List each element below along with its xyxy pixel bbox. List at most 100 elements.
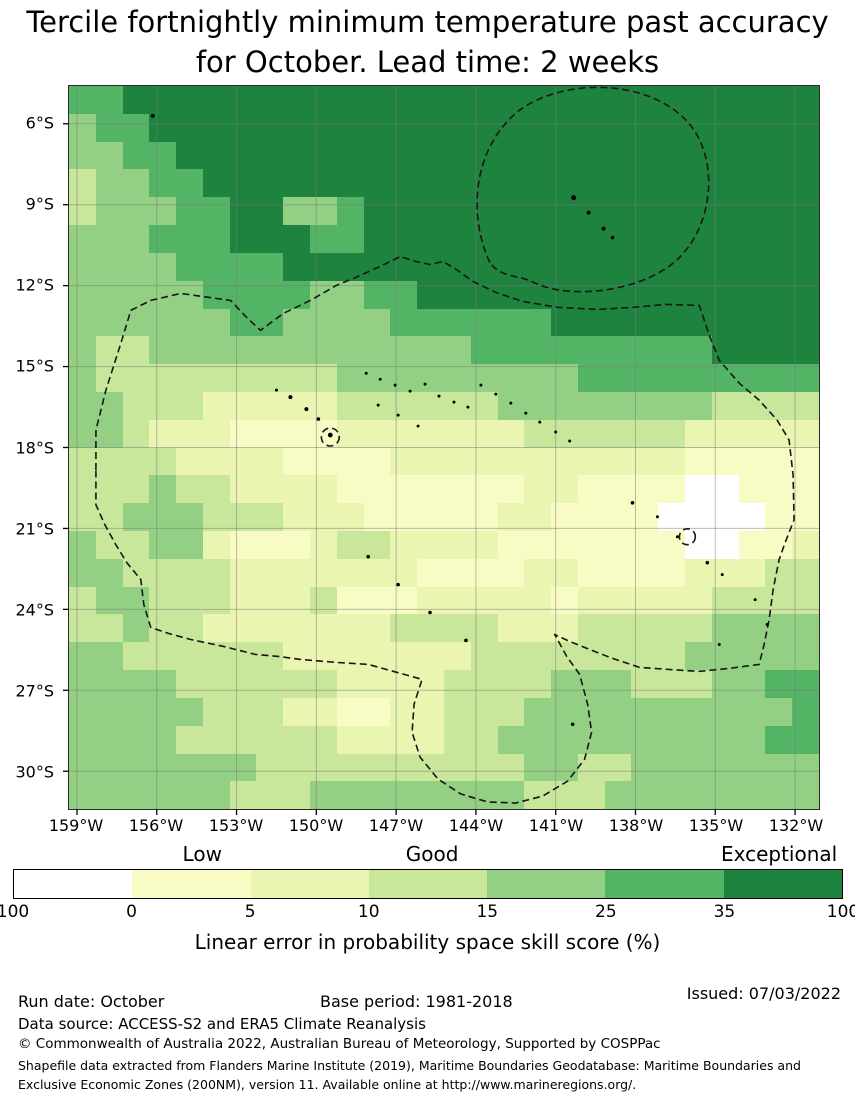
heatmap-cell	[176, 419, 203, 448]
heatmap-cell	[176, 614, 203, 643]
heatmap-cell	[792, 169, 819, 198]
heatmap-cell	[684, 697, 712, 726]
heatmap-cell	[470, 391, 498, 420]
heatmap-row	[69, 781, 819, 810]
heatmap-row	[69, 113, 819, 142]
heatmap-cell	[443, 558, 471, 587]
heatmap-cell	[524, 391, 552, 420]
heatmap-cell	[497, 197, 525, 226]
heatmap-cell	[202, 252, 230, 281]
heatmap-cell	[122, 670, 150, 698]
heatmap-cell	[470, 113, 498, 142]
heatmap-cell	[711, 391, 739, 420]
heatmap-cell	[711, 558, 739, 587]
heatmap-cell	[738, 197, 766, 226]
heatmap-cell	[658, 391, 685, 420]
heatmap-cell	[765, 308, 793, 337]
heatmap-cell	[122, 364, 150, 392]
heatmap-cell	[336, 558, 364, 587]
heatmap-cell	[229, 197, 257, 226]
heatmap-cell	[256, 336, 284, 365]
heatmap-cell	[363, 197, 391, 226]
heatmap-cell	[256, 113, 284, 142]
heatmap-cell	[363, 753, 391, 782]
heatmap-cell	[390, 197, 418, 226]
heatmap-cell	[69, 614, 96, 643]
heatmap-cell	[229, 364, 257, 392]
heatmap-cell	[792, 614, 819, 643]
heatmap-cell	[738, 670, 766, 698]
heatmap-cell	[176, 781, 203, 810]
heatmap-cell	[792, 475, 819, 504]
heatmap-cell	[604, 670, 632, 698]
heatmap-cell	[577, 419, 605, 448]
quality-label: Low	[182, 842, 222, 866]
heatmap-cell	[792, 447, 819, 476]
heatmap-cell	[363, 531, 391, 559]
heatmap-cell	[738, 503, 766, 531]
y-axis-labels: 6°S 9°S 12°S 15°S 18°S 21°S 24°S 27°S 30°S	[0, 85, 60, 810]
heatmap-cell	[95, 252, 123, 281]
heatmap-cell	[738, 447, 766, 476]
heatmap-cell	[390, 781, 418, 810]
heatmap-cell	[283, 364, 311, 392]
heatmap-cell	[283, 642, 311, 671]
heatmap-cell	[470, 336, 498, 365]
heatmap-cell	[176, 642, 203, 671]
colorbar-tick: 5	[244, 902, 256, 922]
heatmap-cell	[310, 169, 337, 198]
heatmap-cell	[256, 753, 284, 782]
heatmap-cell	[711, 753, 739, 782]
heatmap-cell	[283, 391, 311, 420]
heatmap-cell	[149, 670, 177, 698]
heatmap-cell	[711, 697, 739, 726]
heatmap-cell	[122, 308, 150, 337]
heatmap-cell	[176, 197, 203, 226]
heatmap-cell	[443, 475, 471, 504]
heatmap-cell	[336, 670, 364, 698]
heatmap-cell	[658, 336, 685, 365]
heatmap-cell	[443, 86, 471, 114]
heatmap-cell	[336, 475, 364, 504]
eez-boundary-path-north	[476, 86, 710, 293]
heatmap-cell	[417, 781, 444, 810]
quality-label: Exceptional	[720, 842, 838, 866]
heatmap-cell	[577, 475, 605, 504]
heatmap-cell	[577, 503, 605, 531]
heatmap-cell	[122, 419, 150, 448]
colorbar-tick-labels: 100 0 5 10 15 25 35 100	[0, 902, 855, 924]
heatmap-cell	[765, 225, 793, 253]
heatmap-cell	[658, 141, 685, 170]
heatmap-cell	[684, 642, 712, 671]
heatmap-cell	[417, 475, 444, 504]
lat-tick-label: 24°S	[15, 600, 54, 620]
heatmap-cell	[256, 169, 284, 198]
heatmap-cell	[765, 141, 793, 170]
footer-data-source: Data source: ACCESS-S2 and ERA5 Climate …	[18, 1015, 426, 1033]
heatmap-cell	[95, 225, 123, 253]
heatmap-cell	[604, 225, 632, 253]
heatmap-cell	[524, 753, 552, 782]
heatmap-cell	[604, 558, 632, 587]
heatmap-cell	[283, 753, 311, 782]
heatmap-cell	[470, 558, 498, 587]
heatmap-cell	[577, 558, 605, 587]
heatmap-cell	[149, 642, 177, 671]
heatmap-cell	[738, 169, 766, 198]
heatmap-cell	[283, 447, 311, 476]
heatmap-cell	[792, 113, 819, 142]
heatmap-cell	[176, 558, 203, 587]
heatmap-cell	[202, 308, 230, 337]
heatmap-cell	[122, 781, 150, 810]
heatmap-cell	[363, 169, 391, 198]
heatmap-cell	[202, 531, 230, 559]
heatmap-cell	[95, 503, 123, 531]
heatmap-cell	[497, 447, 525, 476]
heatmap-cell	[69, 781, 96, 810]
heatmap-cell	[149, 169, 177, 198]
heatmap-cell	[390, 86, 418, 114]
heatmap-cell	[711, 113, 739, 142]
heatmap-cell	[69, 531, 96, 559]
colorbar-segment	[487, 870, 606, 898]
heatmap-cell	[738, 113, 766, 142]
